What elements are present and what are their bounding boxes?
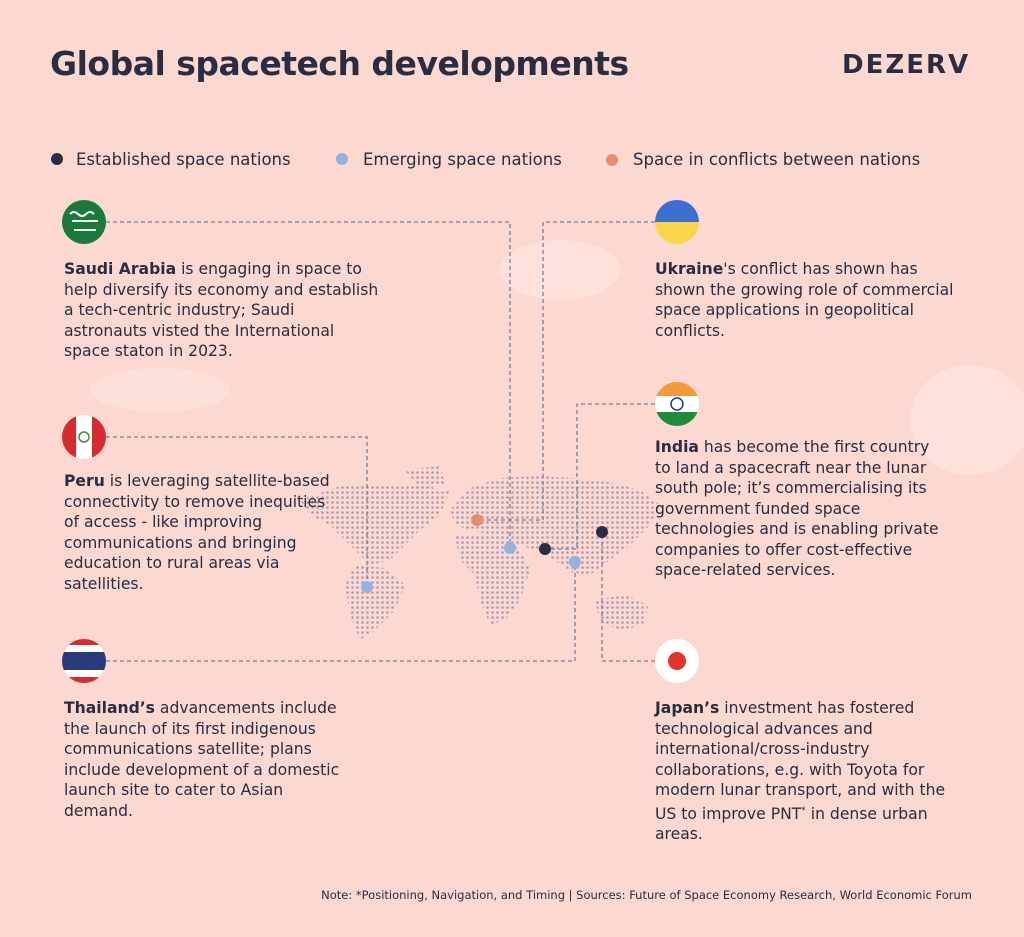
country-name: Peru [64,472,105,490]
source-note: Note: *Positioning, Navigation, and Timi… [321,888,972,902]
country-text: 's conflict has shown has shown the grow… [655,260,954,340]
flag-peru [62,415,106,459]
country-text: in dense urban areas. [655,804,928,844]
country-ukraine: Ukraine's conflict has shown has shown t… [655,259,955,341]
legend-label: Space in conflicts between nations [633,150,921,169]
flag-india [655,382,699,426]
country-thailand: Thailand’s advancements include the laun… [64,698,349,821]
legend-dot [336,153,348,165]
legend-label: Established space nations [76,150,291,169]
country-text: investment has fostered technological ad… [655,699,946,823]
flag-ukraine [655,200,699,244]
world-map [300,466,660,640]
title: Global spacetech developments [50,44,629,83]
country-text: has become the first country to land a s… [655,438,939,579]
footnote-mark: * [801,805,806,816]
flag-saudi [62,200,106,244]
country-saudi: Saudi Arabia is engaging in space to hel… [64,259,382,362]
country-name: India [655,438,699,456]
country-peru: Peru is leveraging satellite-based conne… [64,471,334,594]
legend-dot [606,154,618,166]
country-japan: Japan’s investment has fostered technolo… [655,698,965,845]
country-name: Thailand’s [64,699,155,717]
map-markers [361,514,608,593]
country-name: Ukraine [655,260,724,278]
connectors [106,221,655,662]
brand: DEZERV [842,50,971,80]
country-india: India has become the first country to la… [655,437,945,581]
country-name: Japan’s [655,699,720,717]
legend-label: Emerging space nations [363,150,562,169]
country-text: is leveraging satellite-based connectivi… [64,472,330,593]
country-name: Saudi Arabia [64,260,177,278]
flag-japan [655,639,699,683]
flag-thailand [62,639,106,683]
legend-dot [51,153,63,165]
country-text: advancements include the launch of its f… [64,699,340,820]
country-text: is engaging in space to help diversify i… [64,260,379,360]
